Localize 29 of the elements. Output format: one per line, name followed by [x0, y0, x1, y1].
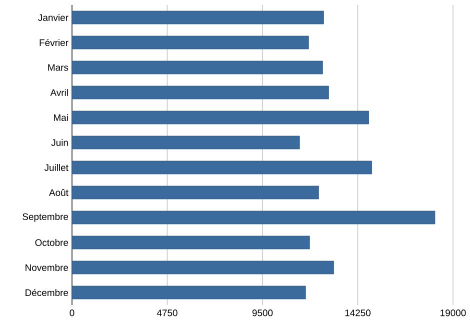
bar	[72, 136, 300, 150]
bar	[72, 160, 372, 174]
bar	[72, 36, 309, 50]
bar	[72, 210, 436, 224]
y-tick-label: Août	[49, 189, 68, 196]
bar	[72, 286, 306, 300]
y-tick-label: Novembre	[26, 264, 68, 271]
bar	[72, 186, 319, 200]
y-tick-label: Juin	[51, 139, 68, 146]
x-tick-label: 9500	[252, 310, 273, 316]
bar	[72, 10, 324, 24]
x-tick-label: 4750	[156, 310, 178, 316]
y-tick-label: Janvier	[38, 14, 68, 21]
bar	[72, 260, 334, 274]
x-tick-label: 19000	[440, 310, 466, 316]
x-tick-label: 0	[70, 310, 74, 316]
y-tick-label: Juillet	[44, 164, 68, 171]
y-tick-label: Mars	[48, 64, 68, 71]
bar	[72, 236, 310, 250]
y-tick-label: Octobre	[35, 239, 68, 246]
y-tick-label: Avril	[50, 89, 68, 96]
y-tick-label: Décembre	[26, 288, 68, 296]
x-tick-label: 14250	[345, 310, 371, 316]
y-tick-label: Septembre	[22, 213, 68, 222]
bar	[72, 60, 323, 74]
y-tick-label: Février	[40, 38, 68, 46]
bar	[72, 86, 329, 100]
bar	[72, 110, 369, 124]
y-tick-label: Mai	[54, 114, 68, 121]
